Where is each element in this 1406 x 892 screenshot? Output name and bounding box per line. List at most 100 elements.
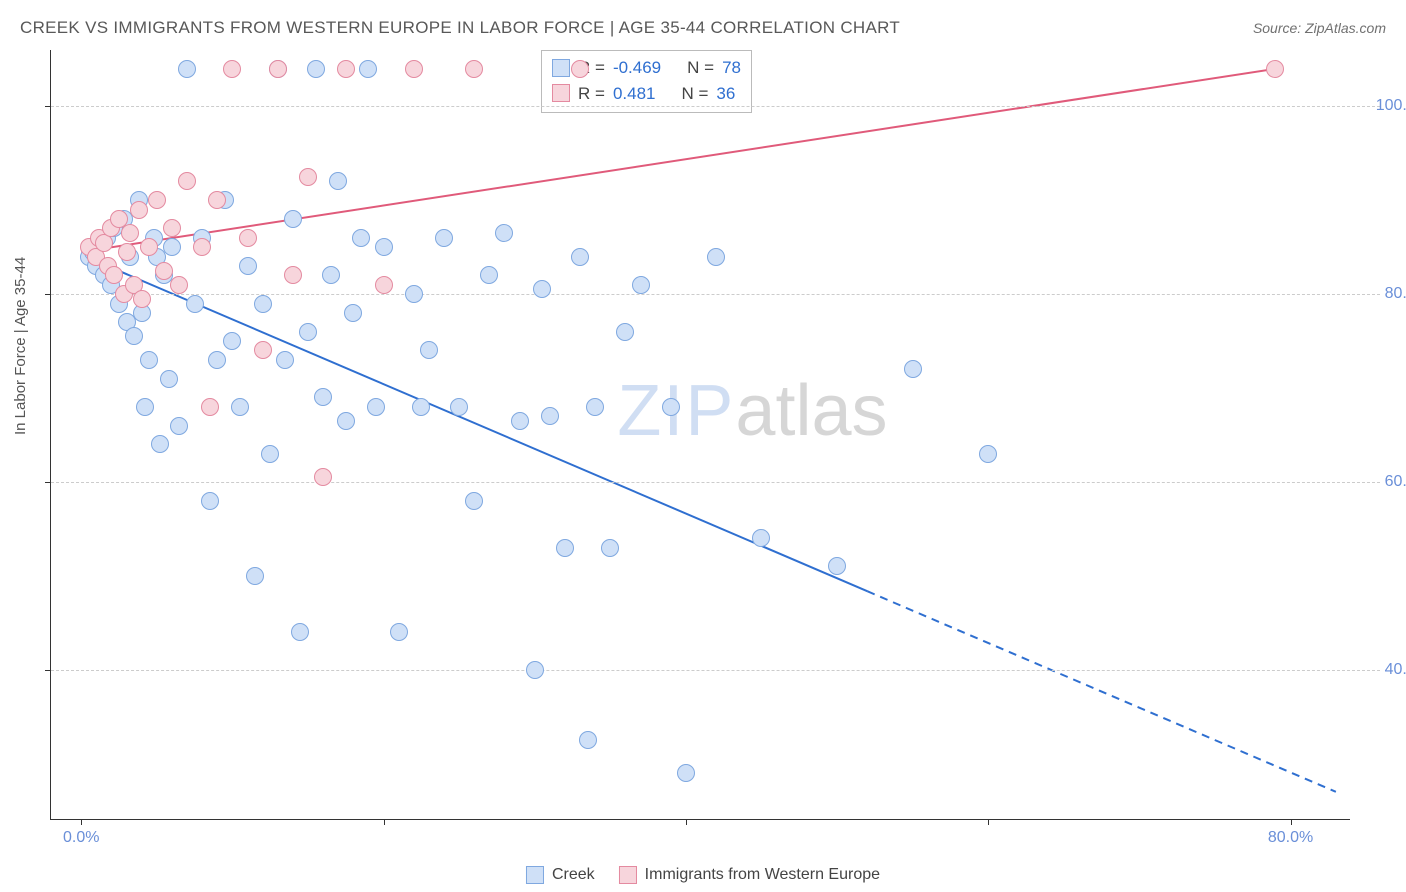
scatter-point — [160, 370, 178, 388]
y-tick — [45, 670, 51, 671]
trend-lines-svg — [51, 50, 1351, 820]
gridline-h — [51, 482, 1380, 483]
y-tick — [45, 106, 51, 107]
x-tick — [988, 819, 989, 825]
scatter-point — [541, 407, 559, 425]
scatter-point — [140, 351, 158, 369]
scatter-point — [178, 60, 196, 78]
series-legend: Creek Immigrants from Western Europe — [526, 866, 880, 884]
legend-item: Creek — [526, 866, 595, 884]
scatter-point — [556, 539, 574, 557]
y-tick — [45, 482, 51, 483]
scatter-point — [201, 492, 219, 510]
scatter-point — [526, 661, 544, 679]
gridline-h — [51, 294, 1380, 295]
plot-area: ZIPatlas R =-0.469N =78R = 0.481N =36 40… — [50, 50, 1350, 820]
scatter-point — [269, 60, 287, 78]
scatter-point — [136, 398, 154, 416]
scatter-point — [322, 266, 340, 284]
scatter-point — [261, 445, 279, 463]
scatter-point — [337, 60, 355, 78]
scatter-point — [299, 168, 317, 186]
legend-swatch — [619, 866, 637, 884]
y-tick-label: 100.0% — [1376, 97, 1406, 115]
scatter-point — [201, 398, 219, 416]
scatter-point — [121, 224, 139, 242]
chart-title: CREEK VS IMMIGRANTS FROM WESTERN EUROPE … — [20, 18, 900, 38]
y-tick-label: 80.0% — [1385, 285, 1406, 303]
y-tick — [45, 294, 51, 295]
legend-row: R = 0.481 N = 36 — [552, 81, 741, 107]
scatter-point — [307, 60, 325, 78]
source-value: ZipAtlas.com — [1305, 20, 1386, 36]
scatter-point — [571, 60, 589, 78]
r-label: R = — [578, 81, 605, 107]
legend-label: Immigrants from Western Europe — [645, 866, 880, 884]
scatter-point — [246, 567, 264, 585]
scatter-point — [601, 539, 619, 557]
x-tick — [1291, 819, 1292, 825]
n-value: 36 — [716, 81, 735, 107]
x-tick — [81, 819, 82, 825]
scatter-point — [707, 248, 725, 266]
legend-label: Creek — [552, 866, 595, 884]
title-bar: CREEK VS IMMIGRANTS FROM WESTERN EUROPE … — [20, 18, 1386, 38]
scatter-point — [979, 445, 997, 463]
scatter-point — [239, 257, 257, 275]
legend-swatch — [552, 84, 570, 102]
x-tick — [686, 819, 687, 825]
scatter-point — [254, 295, 272, 313]
r-value: -0.469 — [613, 55, 661, 81]
source-text: Source: ZipAtlas.com — [1253, 20, 1386, 36]
plot-inner: ZIPatlas R =-0.469N =78R = 0.481N =36 40… — [51, 50, 1350, 819]
scatter-point — [367, 398, 385, 416]
scatter-point — [231, 398, 249, 416]
scatter-point — [677, 764, 695, 782]
scatter-point — [632, 276, 650, 294]
scatter-point — [118, 243, 136, 261]
legend-swatch — [552, 59, 570, 77]
scatter-point — [170, 417, 188, 435]
scatter-point — [435, 229, 453, 247]
scatter-point — [571, 248, 589, 266]
scatter-point — [450, 398, 468, 416]
x-tick-label: 0.0% — [63, 829, 99, 847]
scatter-point — [299, 323, 317, 341]
scatter-point — [511, 412, 529, 430]
scatter-point — [579, 731, 597, 749]
scatter-point — [390, 623, 408, 641]
y-tick-label: 40.0% — [1385, 661, 1406, 679]
gridline-h — [51, 106, 1380, 107]
scatter-point — [586, 398, 604, 416]
x-tick — [384, 819, 385, 825]
correlation-legend: R = -0.469 N = 78R = 0.481 N = 36 — [541, 50, 752, 113]
n-label: N = — [681, 81, 708, 107]
scatter-point — [405, 60, 423, 78]
scatter-point — [616, 323, 634, 341]
scatter-point — [465, 60, 483, 78]
scatter-point — [163, 238, 181, 256]
scatter-point — [284, 210, 302, 228]
trend-line-dashed — [867, 591, 1336, 792]
r-value: 0.481 — [613, 81, 656, 107]
scatter-point — [904, 360, 922, 378]
scatter-point — [239, 229, 257, 247]
scatter-point — [155, 262, 173, 280]
scatter-point — [405, 285, 423, 303]
scatter-point — [148, 191, 166, 209]
n-value: 78 — [722, 55, 741, 81]
source-label: Source: — [1253, 20, 1301, 36]
n-label: N = — [687, 55, 714, 81]
x-tick-label: 80.0% — [1268, 829, 1313, 847]
scatter-point — [337, 412, 355, 430]
scatter-point — [133, 290, 151, 308]
scatter-point — [352, 229, 370, 247]
scatter-point — [130, 201, 148, 219]
y-axis-label: In Labor Force | Age 35-44 — [12, 257, 29, 435]
y-tick-label: 60.0% — [1385, 473, 1406, 491]
scatter-point — [662, 398, 680, 416]
gridline-h — [51, 670, 1380, 671]
scatter-point — [375, 238, 393, 256]
scatter-point — [465, 492, 483, 510]
scatter-point — [186, 295, 204, 313]
